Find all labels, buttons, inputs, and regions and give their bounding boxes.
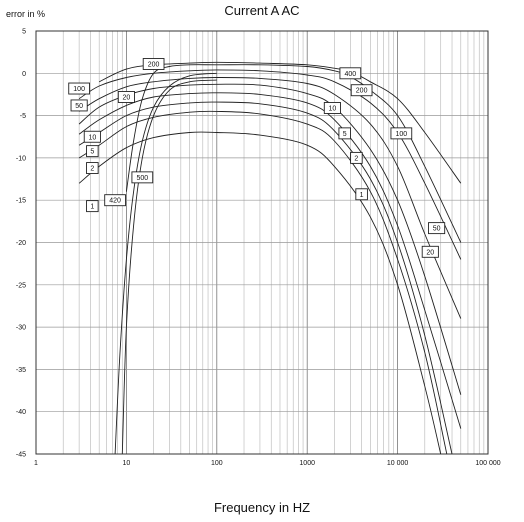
curve-label: 100 — [395, 131, 407, 138]
curve-label: 1 — [360, 192, 364, 199]
curve-label-box — [390, 127, 413, 140]
curve-label-box — [338, 127, 351, 140]
curve-label: 50 — [433, 226, 441, 233]
y-tick-label: -40 — [16, 409, 26, 416]
series-line-50 — [78, 77, 462, 319]
curve-label: 10 — [88, 134, 96, 141]
curve-label-box — [83, 130, 101, 143]
curve-label-box — [355, 188, 368, 201]
y-tick-label: -10 — [16, 155, 26, 162]
curve-label-box — [323, 102, 341, 114]
series-line-200 — [125, 64, 462, 243]
curve-label: 20 — [426, 249, 434, 256]
x-tick-label: 10 — [123, 460, 131, 467]
y-tick-label: -45 — [16, 452, 26, 459]
x-tick-label: 1000 — [299, 460, 315, 467]
curve-label-box — [86, 200, 99, 213]
curve-label-box — [131, 171, 154, 184]
curve-label-box — [104, 194, 126, 207]
curve-label: 5 — [343, 131, 347, 138]
curve-label: 200 — [356, 88, 368, 95]
plot-frame — [35, 30, 489, 455]
series-line-10 — [78, 92, 462, 429]
y-axis-label: error in % — [6, 9, 46, 19]
series-line-500 — [121, 79, 217, 455]
y-tick-label: -5 — [20, 113, 26, 120]
curve-label-box — [339, 67, 362, 80]
y-tick-label: -25 — [16, 282, 26, 289]
curve-label-box — [421, 245, 439, 258]
curve-label: 2 — [354, 155, 358, 162]
curve-label: 420 — [109, 198, 121, 205]
y-tick-label: -15 — [16, 198, 26, 205]
curve-label: 10 — [329, 105, 337, 112]
curve-label: 20 — [123, 94, 131, 101]
y-tick-label: -20 — [16, 240, 26, 247]
series-line-400 — [114, 72, 217, 455]
curve-label-box — [117, 91, 135, 103]
curve-label: 50 — [75, 103, 83, 110]
curve-label: 500 — [136, 175, 148, 182]
curve-label-box — [86, 162, 99, 175]
curve-label: 200 — [148, 61, 160, 68]
curve-label-box — [86, 145, 99, 158]
series-line-5 — [78, 101, 453, 455]
series-line-2 — [78, 110, 448, 455]
curve-label-box — [70, 99, 88, 112]
x-axis-label: Frequency in HZ — [213, 500, 311, 515]
y-tick-label: 0 — [22, 71, 26, 78]
curve-label-box — [68, 82, 90, 95]
y-tick-label: -35 — [16, 367, 26, 374]
y-tick-label: 5 — [22, 29, 26, 36]
curve-label: 400 — [344, 71, 356, 78]
curve-label-box — [142, 58, 165, 70]
curve-label-box — [350, 84, 373, 97]
curve-label: 5 — [90, 149, 94, 156]
series-line-1 — [78, 131, 442, 455]
x-tick-label: 10 000 — [387, 460, 409, 467]
curve-label: 1 — [90, 204, 94, 211]
x-tick-label: 100 000 — [475, 460, 500, 467]
curve-label: 100 — [73, 86, 85, 93]
chart-title: Current A AC — [224, 3, 300, 18]
x-tick-label: 1 — [34, 460, 38, 467]
y-tick-label: -30 — [16, 325, 26, 332]
x-tick-label: 100 — [211, 460, 223, 467]
curve-label-box — [350, 151, 363, 164]
series-line-100 — [78, 69, 462, 260]
curve-label: 2 — [90, 166, 94, 173]
curve-label-box — [428, 222, 446, 235]
